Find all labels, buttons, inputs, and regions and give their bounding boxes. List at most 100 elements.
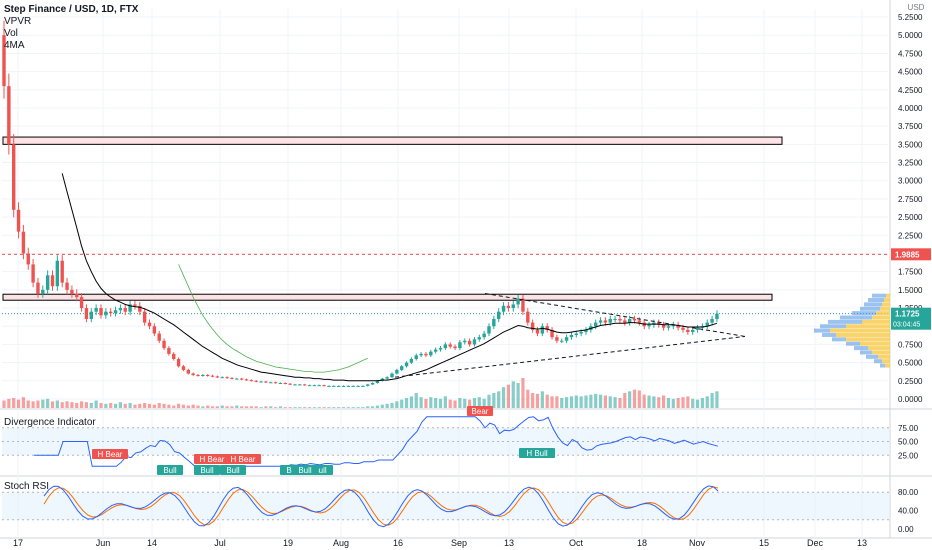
volume-bar [230, 406, 234, 408]
vpvr-up-bar [814, 328, 830, 333]
stoch-k-line [43, 485, 719, 528]
candle-body [21, 231, 26, 254]
divergence-label: H Bear [200, 455, 225, 464]
stoch-rsi-label[interactable]: Stoch RSI [4, 481, 50, 492]
volume-bar [65, 401, 69, 408]
volume-bar [143, 403, 147, 408]
candle-body [128, 304, 132, 312]
candle-body [404, 362, 409, 367]
volume-bar [16, 399, 21, 408]
volume-bar [7, 398, 11, 408]
volume-bar [123, 403, 127, 408]
stoch-tick-label: 40.00 [898, 507, 919, 516]
volume-bar [177, 403, 181, 408]
volume-bar [686, 396, 690, 408]
volume-bars [2, 378, 719, 408]
candle-body [390, 373, 394, 378]
price-tick-label: 2.7500 [898, 195, 923, 204]
axes: 17 Jun 14 Jul 19 Aug 16 Sep 13 Oct 18 Nov 15 Dec 13 USD… [13, 3, 931, 548]
candle-body [307, 385, 312, 387]
volume-bar [264, 406, 268, 408]
volume-bar [497, 391, 501, 408]
volume-bar [99, 403, 103, 408]
stoch-tick-label: 0.00 [898, 525, 914, 534]
candle-body [705, 322, 709, 327]
volume-bar [201, 406, 205, 408]
volume-bar [453, 400, 457, 408]
volume-bar [21, 397, 25, 408]
candle-body [288, 383, 292, 385]
divergence-label: H Bull [526, 449, 548, 458]
x-tick-label: 16 [393, 538, 403, 548]
volume-bar [632, 389, 637, 408]
indicator-4ma[interactable]: 4MA [4, 40, 25, 51]
price-tick-label: 3.2500 [898, 159, 923, 168]
candle-body [695, 327, 700, 330]
candle-body [303, 384, 307, 386]
volume-bar [356, 407, 360, 408]
volume-bar [637, 390, 641, 408]
stoch-band [2, 492, 890, 520]
vpvr-up-bar [854, 346, 868, 351]
candle-body [409, 358, 414, 363]
indicator-vol[interactable]: Vol [4, 28, 18, 39]
candle-body [385, 377, 389, 379]
candle-body [477, 337, 481, 340]
candle-body [618, 318, 622, 321]
divergence-label: H Bear [98, 450, 123, 459]
volume-bar [283, 407, 287, 408]
volume-bar [147, 403, 152, 408]
price-tick-label: 3.5000 [898, 140, 923, 149]
volume-bar [618, 398, 622, 408]
candle-body [215, 376, 220, 378]
candle-body [545, 326, 549, 330]
resistance-price-tag [891, 248, 931, 261]
volume-bar [468, 399, 472, 408]
volume-bar [366, 406, 370, 408]
price-tick-label: 0.5000 [898, 359, 923, 368]
candle-body [206, 374, 210, 376]
resistance-price-text: 1.9885 [895, 250, 920, 259]
price-tick-label: 2.2500 [898, 231, 923, 240]
vpvr-up-bar [860, 306, 880, 311]
candle-body [623, 320, 627, 323]
candle-body [332, 385, 336, 387]
zones [2, 136, 890, 315]
vpvr-down-bar [846, 324, 890, 329]
divergence-indicator-label[interactable]: Divergence Indicator [4, 417, 96, 428]
volume-bar [341, 407, 346, 408]
candle-body [361, 385, 365, 387]
x-tick-label: 13 [504, 538, 514, 548]
volume-bar [75, 403, 79, 408]
candle-body [448, 344, 452, 347]
divergence-label-bg [220, 465, 246, 475]
volume-bar [41, 399, 45, 408]
currency-label: USD [908, 3, 925, 12]
x-tick-label: 17 [13, 538, 23, 548]
volume-bar [506, 384, 510, 408]
volume-bar [613, 397, 617, 408]
volume-bar [647, 395, 651, 408]
candle-body [686, 329, 690, 333]
candle-body [31, 264, 35, 283]
candle-body [564, 337, 569, 341]
volume-bar [317, 407, 321, 408]
volume-bar [628, 391, 632, 408]
candle-body [36, 282, 40, 294]
volume-bar [623, 393, 627, 408]
vpvr-down-bar [876, 311, 890, 316]
volume-bar [371, 406, 375, 408]
vpvr-up-bar [868, 298, 884, 303]
volume-bar [104, 403, 108, 408]
indicator-vpvr[interactable]: VPVR [4, 16, 32, 27]
candle-body [603, 320, 608, 323]
volume-bar [424, 398, 428, 408]
candle-body [501, 305, 506, 312]
candle-body [118, 308, 123, 311]
volume-bar [133, 404, 137, 408]
volume-bar [657, 397, 661, 408]
candle-body [429, 351, 433, 356]
candle-body [264, 381, 268, 383]
